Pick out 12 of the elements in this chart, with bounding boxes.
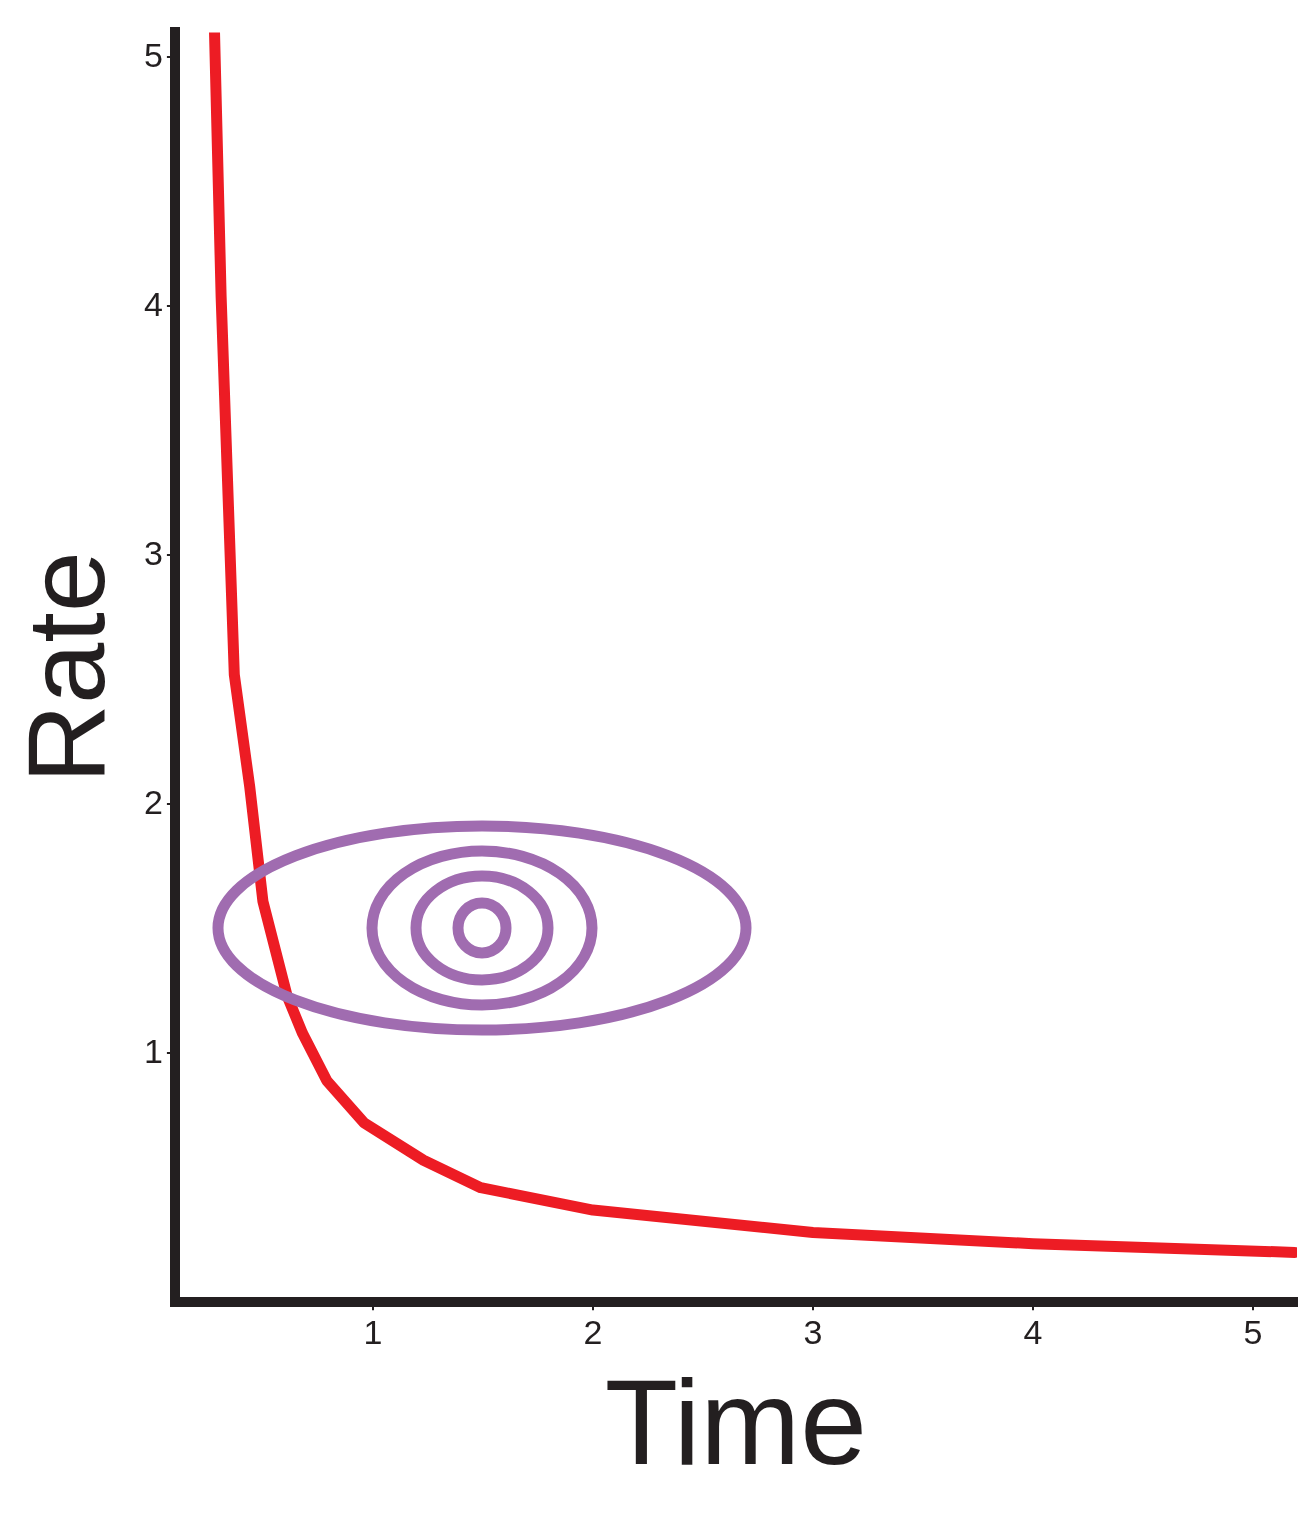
x-axis-title: Time — [604, 1355, 868, 1490]
y-tick-label: 1 — [143, 1031, 163, 1070]
x-tick-label: 2 — [583, 1312, 603, 1351]
x-tick-label: 1 — [363, 1312, 383, 1351]
y-tick-label: 3 — [143, 533, 163, 572]
x-tick-label: 4 — [1023, 1312, 1043, 1351]
y-axis-title: Rate — [4, 551, 128, 784]
x-tick-label: 3 — [803, 1312, 823, 1351]
y-tick-label: 5 — [143, 35, 163, 74]
y-tick-label: 2 — [143, 782, 163, 821]
y-tick-label: 4 — [143, 284, 163, 323]
x-tick-label: 5 — [1243, 1312, 1263, 1351]
